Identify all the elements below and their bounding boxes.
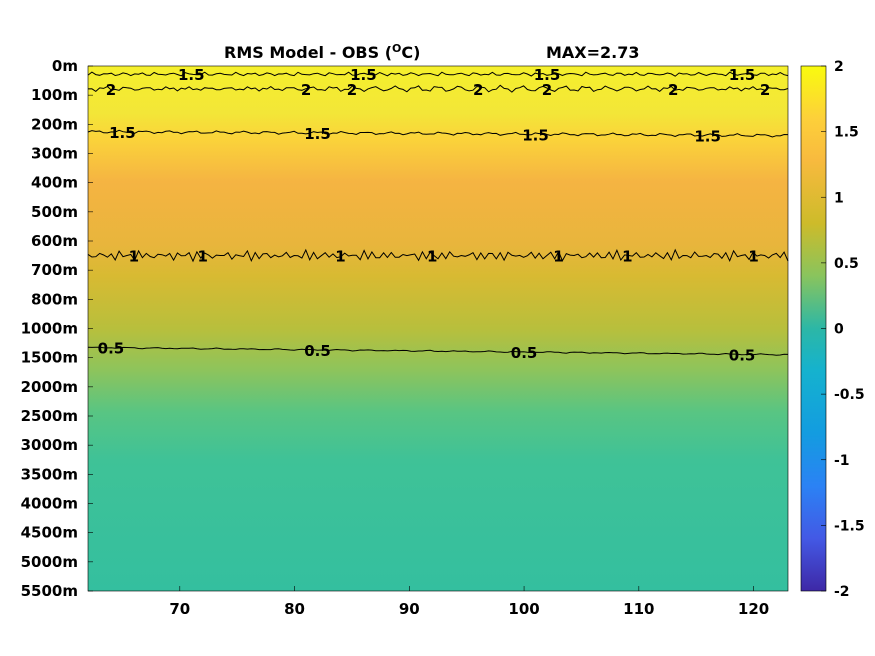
contour-label: 0.5 <box>729 346 756 364</box>
colorbar-tick-label: -1 <box>834 453 850 469</box>
y-tick-label: 3000m <box>21 436 78 454</box>
x-tick-label: 80 <box>284 600 305 618</box>
y-tick-label: 0m <box>52 57 78 75</box>
y-tick-label: 100m <box>31 86 78 104</box>
colorbar-tick-label: 0 <box>834 322 844 338</box>
contour-label: 0.5 <box>98 340 125 358</box>
colorbar-tick-label: -0.5 <box>834 387 865 403</box>
contour-label: 1 <box>622 248 632 266</box>
y-tick-label: 4500m <box>21 524 78 542</box>
contour-label: 2 <box>542 81 552 99</box>
contour-label: 1.5 <box>522 126 549 144</box>
max-value-label: MAX=2.73 <box>546 43 640 62</box>
x-tick-label: 110 <box>623 600 654 618</box>
colorbar-tick-label: 2 <box>834 59 844 75</box>
y-tick-label: 2500m <box>21 407 78 425</box>
contour-label: 1.5 <box>350 66 377 84</box>
contour-label: 2 <box>106 81 116 99</box>
x-tick-label: 90 <box>399 600 420 618</box>
contour-label: 1.5 <box>694 127 721 145</box>
y-tick-label: 700m <box>31 261 78 279</box>
y-tick-label: 2000m <box>21 378 78 396</box>
y-tick-label: 300m <box>31 145 78 163</box>
contour-line <box>87 346 789 356</box>
contour-label: 1.5 <box>729 66 756 84</box>
colorbar-tick-label: 0.5 <box>834 256 859 272</box>
contour-label: 1 <box>129 248 139 266</box>
contour-label: 0.5 <box>511 344 538 362</box>
contour-label: 2 <box>301 81 311 99</box>
contour-label: 1 <box>335 248 345 266</box>
y-tick-label: 5000m <box>21 553 78 571</box>
y-tick-label: 600m <box>31 232 78 250</box>
contour-line <box>87 71 789 77</box>
y-tick-label: 500m <box>31 203 78 221</box>
contour-lines <box>87 71 789 356</box>
contour-label: 1.5 <box>304 125 331 143</box>
contour-label: 1 <box>748 248 758 266</box>
contour-label: 2 <box>668 81 678 99</box>
contour-line <box>87 129 789 138</box>
contour-label: 1.5 <box>109 124 136 142</box>
contour-line <box>87 248 789 263</box>
y-axis: 0m 100m 200m 300m 400m 500m 600m 700m 800m 1000m 1… <box>21 57 93 600</box>
x-axis: 70 80 90 100 110 120 <box>169 586 769 618</box>
y-tick-label: 400m <box>31 174 78 192</box>
contour-label: 1 <box>553 248 563 266</box>
contour-label: 0.5 <box>304 342 331 360</box>
contour-labels: 1.5 1.5 1.5 1.52 2 2 2 2 2 21.5 1.5 1.5 1.51 1 1 1 1 1 10.… <box>98 66 771 364</box>
colorbar-tick-label: 1 <box>834 190 844 206</box>
chart-title-unit: C) <box>401 43 420 62</box>
contour-label: 2 <box>473 81 483 99</box>
x-tick-label: 100 <box>508 600 539 618</box>
colorbar-ticks: 2 1.5 1 0.5 0 -0.5 -1 -1.5 -2 <box>821 59 865 600</box>
colorbar-tick-label: -2 <box>834 584 850 600</box>
y-tick-label: 200m <box>31 115 78 133</box>
contour-label: 1 <box>427 248 437 266</box>
contour-label: 2 <box>347 81 357 99</box>
y-tick-label: 1500m <box>21 349 78 367</box>
heatmap-field <box>88 66 788 591</box>
contour-label: 1.5 <box>178 66 205 84</box>
y-tick-label: 1000m <box>21 320 78 338</box>
y-tick-label: 4000m <box>21 495 78 513</box>
y-tick-label: 5500m <box>21 582 78 600</box>
contour-line <box>87 84 789 93</box>
chart-title: RMS Model - OBS (OC) <box>224 42 420 62</box>
contour-label: 1.5 <box>534 66 561 84</box>
y-tick-label: 3500m <box>21 465 78 483</box>
chart-title-superscript: O <box>392 42 401 55</box>
x-tick-label: 70 <box>169 600 190 618</box>
contour-label: 2 <box>760 81 770 99</box>
x-tick-label: 120 <box>738 600 769 618</box>
colorbar-tick-label: 1.5 <box>834 125 859 141</box>
y-tick-label: 800m <box>31 290 78 308</box>
colorbar-tick-label: -1.5 <box>834 518 865 534</box>
contour-label: 1 <box>198 248 208 266</box>
